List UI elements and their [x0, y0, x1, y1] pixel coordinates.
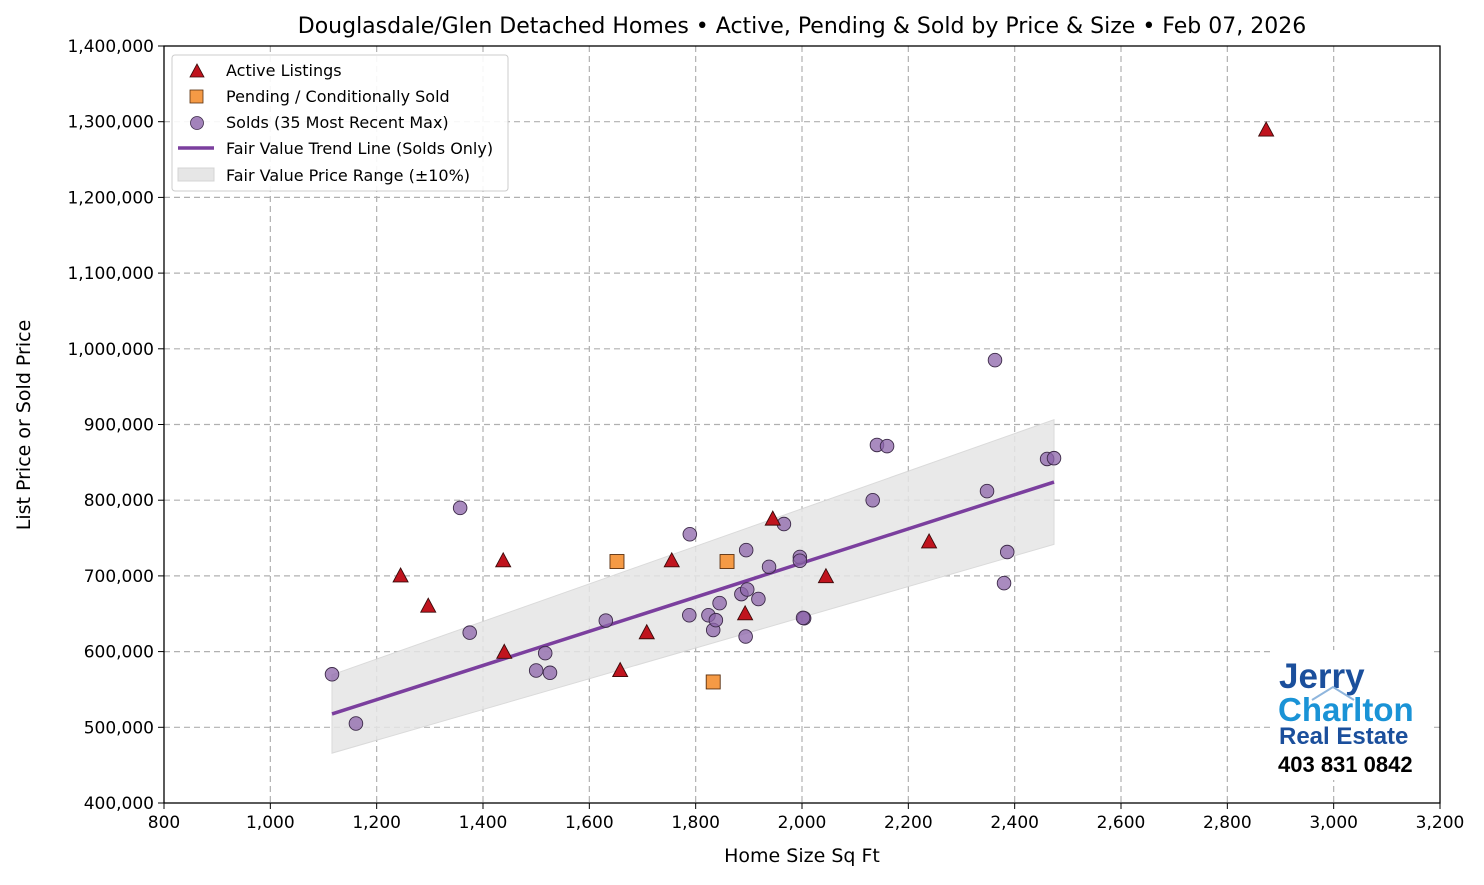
- active-point: [494, 551, 512, 568]
- x-tick-label: 2,200: [884, 813, 933, 833]
- y-tick-label: 600,000: [84, 643, 154, 663]
- y-tick-label: 1,400,000: [67, 37, 154, 57]
- sold-point: [1046, 450, 1062, 466]
- legend-triangle-icon: [189, 63, 205, 78]
- x-tick-label: 2,800: [1203, 813, 1252, 833]
- sold-point: [682, 608, 697, 623]
- sold-point: [996, 575, 1012, 591]
- x-axis-label: Home Size Sq Ft: [724, 845, 880, 867]
- data-points: [324, 121, 1275, 731]
- y-axis-label: List Price or Sold Price: [13, 320, 35, 531]
- legend-band-icon: [177, 167, 215, 182]
- x-tick-label: 800: [148, 813, 180, 833]
- x-tick-label: 3,000: [1309, 813, 1358, 833]
- sold-point: [738, 629, 753, 644]
- logo-line3: Real Estate: [1279, 723, 1408, 750]
- fair-value-price-range: [331, 418, 1055, 754]
- y-tick-label: 1,200,000: [67, 188, 154, 208]
- sold-point: [979, 483, 995, 499]
- x-tick-label: 1,200: [352, 813, 401, 833]
- y-tick-label: 900,000: [84, 416, 154, 436]
- sold-point: [987, 352, 1003, 368]
- legend-active: Active Listings: [226, 61, 342, 80]
- legend: Active Listings Pending / Conditionally …: [171, 54, 509, 192]
- pending-point: [705, 674, 721, 690]
- active-point: [1257, 121, 1275, 137]
- y-tick-label: 1,100,000: [67, 264, 154, 284]
- sold-point: [761, 559, 777, 575]
- legend-circle-icon: [190, 116, 204, 130]
- sold-point: [348, 716, 364, 731]
- sold-point: [751, 591, 766, 607]
- legend-trend: Fair Value Trend Line (Solds Only): [226, 139, 493, 158]
- y-tick-label: 800,000: [84, 491, 154, 511]
- x-tick-label: 1,000: [246, 813, 295, 833]
- x-tick-label: 1,800: [671, 813, 720, 833]
- pending-point: [719, 554, 735, 569]
- logo-line2: Charlton: [1278, 691, 1414, 728]
- active-point: [920, 532, 938, 549]
- active-point: [496, 643, 513, 659]
- fair-value-trend-line: [331, 480, 1055, 716]
- sold-point: [682, 527, 698, 542]
- active-point: [392, 567, 409, 583]
- jerry-charlton-logo: Jerry Charlton Real Estate 403 831 0842: [1270, 650, 1430, 780]
- x-tick-label: 1,400: [459, 813, 508, 833]
- y-tick-label: 1,000,000: [67, 340, 154, 360]
- x-tick-label: 3,200: [1416, 813, 1465, 833]
- house-roof-icon: [1311, 685, 1355, 701]
- active-point: [638, 623, 656, 640]
- active-point: [736, 604, 754, 621]
- chart-title: Douglasdale/Glen Detached Homes • Active…: [298, 14, 1306, 39]
- sold-point: [708, 612, 724, 628]
- sold-point: [792, 553, 808, 569]
- sold-point: [542, 665, 558, 681]
- sold-point: [712, 595, 727, 611]
- sold-point: [452, 500, 468, 516]
- active-point: [419, 597, 437, 613]
- y-tick-label: 500,000: [84, 718, 154, 738]
- y-tick-label: 400,000: [84, 794, 154, 814]
- active-point: [663, 551, 680, 568]
- sold-point: [999, 544, 1015, 560]
- sold-point: [879, 438, 895, 454]
- legend-range: Fair Value Price Range (±10%): [226, 166, 470, 185]
- sold-point: [528, 663, 544, 678]
- sold-point: [537, 645, 553, 661]
- active-point: [764, 510, 782, 526]
- sold-point: [739, 582, 755, 597]
- sold-point: [598, 613, 614, 628]
- x-tick-label: 2,400: [990, 813, 1039, 833]
- logo-phone: 403 831 0842: [1278, 752, 1413, 777]
- legend-square-icon: [189, 89, 204, 104]
- x-tick-label: 2,000: [778, 813, 827, 833]
- pending-point: [609, 554, 625, 569]
- active-point: [611, 661, 629, 678]
- legend-pending: Pending / Conditionally Sold: [226, 87, 450, 106]
- legend-solds: Solds (35 Most Recent Max): [226, 113, 449, 132]
- axis-ticks: 800 1,000 1,200 1,400 1,600 1,800 2,000 2,200 2,…: [67, 37, 1464, 833]
- active-point: [817, 567, 835, 584]
- sold-point: [462, 625, 477, 640]
- sold-point: [795, 610, 811, 626]
- sold-point: [865, 492, 880, 508]
- y-tick-label: 700,000: [84, 567, 154, 587]
- sold-point: [738, 542, 754, 558]
- sold-point: [324, 667, 340, 682]
- y-tick-label: 1,300,000: [67, 113, 154, 133]
- logo-line1: Jerry: [1279, 657, 1365, 696]
- x-tick-label: 1,600: [565, 813, 614, 833]
- x-tick-label: 2,600: [1097, 813, 1146, 833]
